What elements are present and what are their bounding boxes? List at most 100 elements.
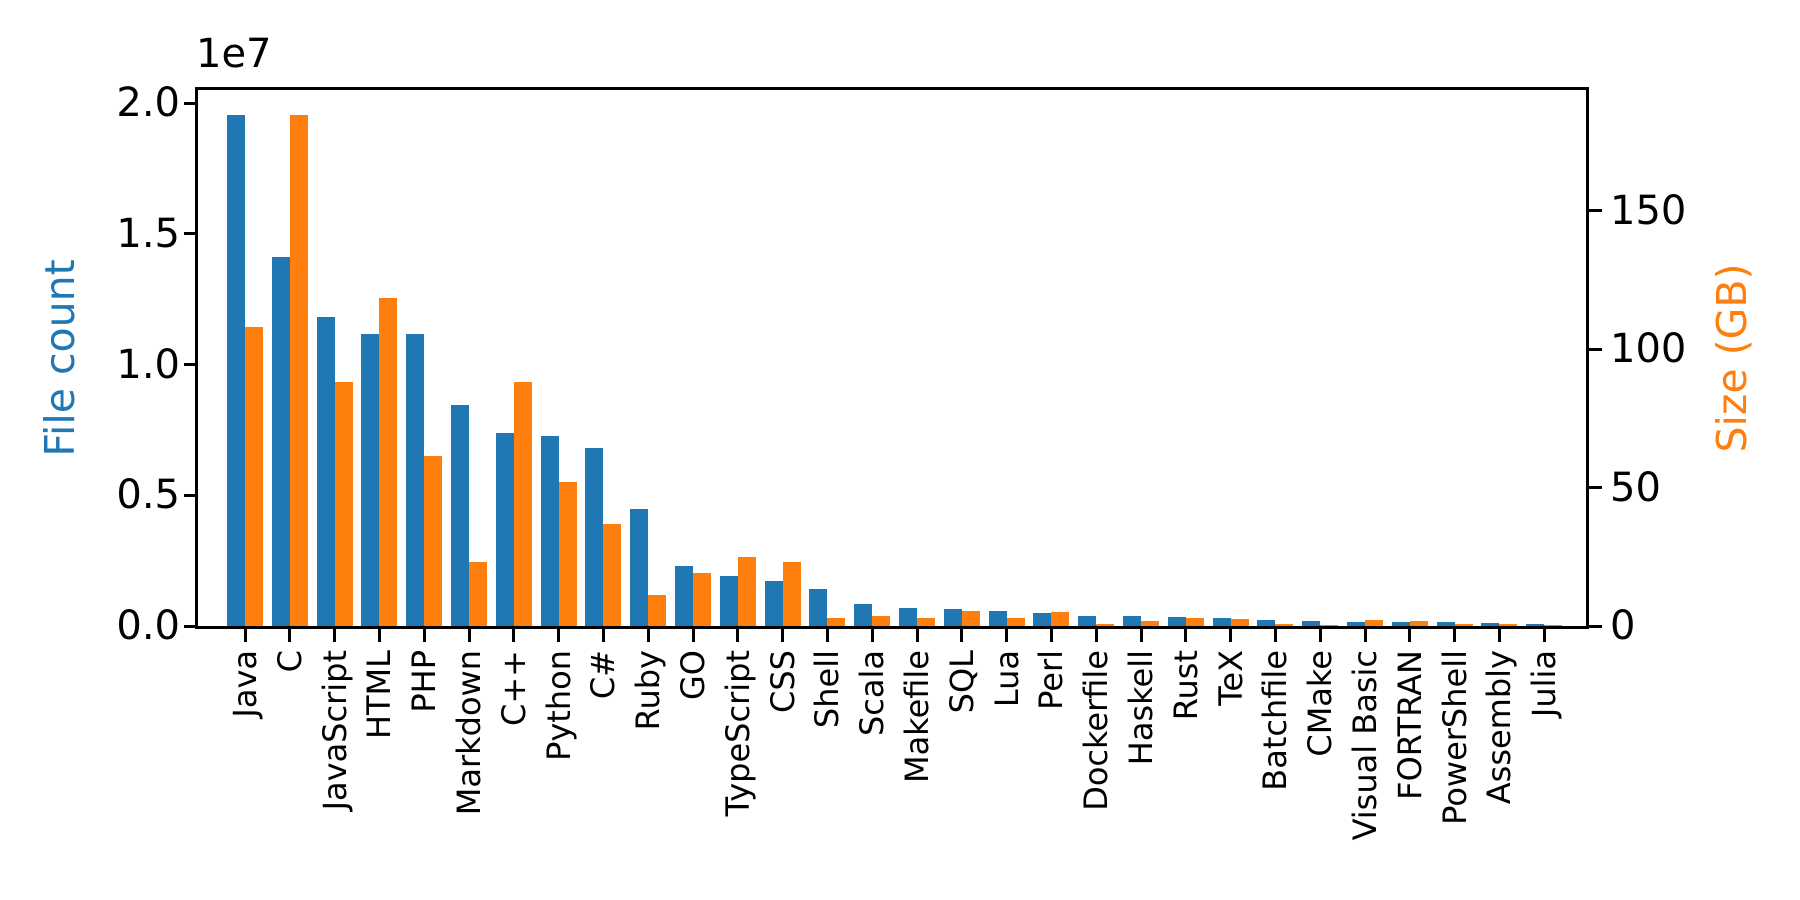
x-tick-label-C++: C++	[494, 650, 533, 726]
x-tick-label-Perl: Perl	[1032, 650, 1071, 710]
x-tick-Scala	[870, 629, 874, 642]
file-count-bar-Dockerfile	[1078, 616, 1097, 626]
left-spine	[195, 87, 198, 629]
x-tick-TeX	[1229, 629, 1233, 642]
x-tick-PowerShell	[1453, 629, 1457, 642]
file-count-bar-GO	[675, 566, 693, 626]
right-axis-label: Size (GB)	[1708, 263, 1756, 453]
x-tick-label-Ruby: Ruby	[629, 650, 668, 731]
size-bar-Dockerfile	[1096, 624, 1115, 626]
x-tick-label-CSS: CSS	[763, 650, 802, 713]
size-bar-PowerShell	[1454, 624, 1473, 626]
size-bar-Julia	[1544, 625, 1563, 626]
file-count-bar-CSS	[764, 581, 783, 626]
right-y-tick-0	[1589, 624, 1602, 628]
x-tick-label-TypeScript: TypeScript	[718, 650, 757, 817]
x-tick-Lua	[1005, 629, 1009, 642]
x-tick-label-FORTRAN: FORTRAN	[1390, 650, 1429, 800]
size-bar-FORTRAN	[1409, 621, 1428, 626]
x-tick-label-Java: Java	[226, 650, 264, 718]
size-bar-Visual Basic	[1365, 620, 1383, 626]
left-y-tick-label-1.0: 1.0	[116, 341, 180, 388]
left-y-tick-1.5	[184, 232, 197, 236]
x-tick-FORTRAN	[1408, 629, 1412, 642]
file-count-bar-Ruby	[630, 509, 649, 626]
x-tick-HTML	[377, 629, 381, 642]
x-tick-label-Assembly: Assembly	[1480, 650, 1519, 805]
x-tick-label-PowerShell: PowerShell	[1435, 650, 1474, 825]
size-bar-Makefile	[917, 618, 935, 626]
x-tick-label-Python: Python	[539, 650, 578, 761]
right-y-tick-label-50: 50	[1610, 464, 1661, 511]
x-tick-C++	[512, 629, 516, 642]
size-bar-Shell	[827, 618, 846, 626]
size-bar-Rust	[1185, 618, 1204, 626]
left-y-tick-1.0	[184, 363, 197, 366]
top-spine	[195, 87, 1589, 90]
file-count-bar-HTML	[361, 334, 380, 626]
x-tick-CSS	[781, 629, 785, 642]
file-count-bar-Batchfile	[1257, 620, 1276, 626]
left-y-tick-label-0.5: 0.5	[116, 472, 180, 519]
file-count-bar-Julia	[1526, 624, 1545, 626]
size-bar-Haskell	[1141, 621, 1159, 626]
left-y-tick-label-2.0: 2.0	[116, 80, 180, 127]
x-tick-label-Shell: Shell	[808, 650, 847, 729]
file-count-bar-Assembly	[1481, 623, 1500, 626]
file-count-bar-Java	[227, 115, 245, 626]
left-y-tick-2.0	[184, 101, 197, 105]
x-tick-Batchfile	[1273, 629, 1277, 642]
x-tick-label-Makefile: Makefile	[898, 650, 936, 784]
x-tick-label-Dockerfile: Dockerfile	[1077, 650, 1116, 811]
x-tick-C#	[601, 629, 605, 642]
file-count-bar-PowerShell	[1436, 622, 1455, 626]
size-bar-CSS	[782, 562, 801, 626]
x-tick-label-Batchfile: Batchfile	[1256, 650, 1295, 791]
file-count-bar-Haskell	[1123, 616, 1141, 626]
x-tick-label-TeX: TeX	[1211, 650, 1250, 706]
x-tick-Julia	[1542, 629, 1546, 642]
x-tick-label-Lua: Lua	[987, 650, 1026, 708]
x-tick-Haskell	[1139, 629, 1143, 642]
x-tick-label-HTML: HTML	[360, 650, 399, 740]
size-bar-PHP	[424, 456, 443, 626]
file-count-bar-Rust	[1167, 617, 1186, 626]
file-count-bar-TeX	[1212, 618, 1231, 626]
left-y-tick-label-0.0: 0.0	[116, 603, 180, 649]
size-bar-Scala	[872, 616, 891, 626]
x-tick-TypeScript	[736, 629, 740, 642]
x-tick-label-Markdown: Markdown	[450, 650, 488, 816]
x-tick-label-Scala: Scala	[853, 650, 892, 737]
right-y-tick-100	[1589, 347, 1602, 351]
file-count-bar-Makefile	[899, 608, 917, 626]
size-bar-Batchfile	[1275, 624, 1294, 626]
file-count-bar-JavaScript	[316, 317, 335, 626]
file-count-bar-Scala	[854, 604, 873, 626]
x-tick-label-SQL: SQL	[942, 650, 981, 714]
size-bar-TeX	[1230, 619, 1249, 626]
file-count-bar-CMake	[1302, 621, 1321, 626]
right-y-tick-label-0: 0	[1610, 603, 1636, 649]
file-count-bar-C	[271, 257, 290, 626]
x-tick-Dockerfile	[1094, 629, 1098, 642]
x-tick-Python	[557, 629, 561, 642]
size-bar-C++	[513, 382, 532, 626]
x-tick-label-Haskell: Haskell	[1122, 650, 1160, 766]
x-tick-Markdown	[467, 629, 471, 642]
x-tick-Rust	[1184, 629, 1188, 642]
x-tick-C	[288, 629, 292, 642]
x-tick-label-PHP: PHP	[405, 650, 444, 713]
size-bar-Markdown	[469, 562, 487, 626]
file-count-bar-Shell	[809, 589, 828, 626]
y-axis-offset-text: 1e7	[196, 31, 272, 77]
file-count-bar-Visual Basic	[1347, 622, 1365, 626]
x-tick-Makefile	[915, 629, 919, 642]
x-tick-label-Julia: Julia	[1525, 650, 1564, 718]
left-y-tick-label-1.5: 1.5	[116, 210, 180, 257]
file-count-bar-TypeScript	[719, 576, 738, 626]
file-count-bar-Markdown	[451, 405, 469, 626]
size-bar-C	[289, 115, 308, 626]
x-tick-JavaScript	[333, 629, 337, 642]
x-tick-Shell	[825, 629, 829, 642]
